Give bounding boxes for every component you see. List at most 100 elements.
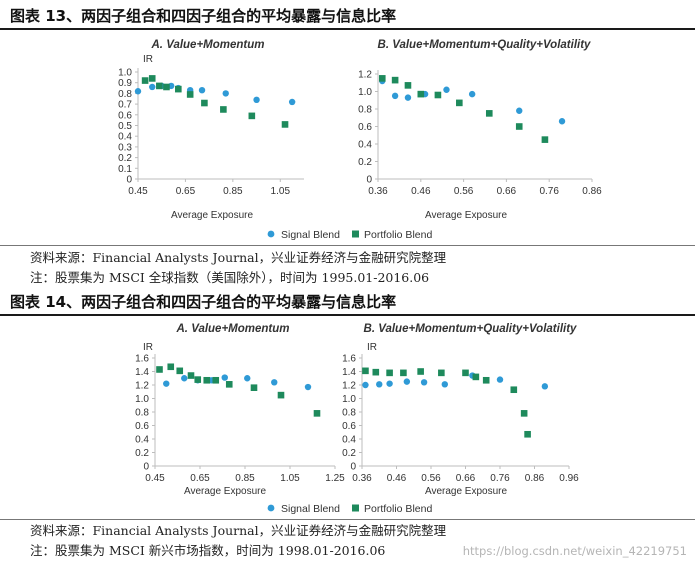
y-tick-label: 0.6 [342, 421, 356, 432]
portfolio-blend-point [510, 386, 518, 394]
x-axis-label: Average Exposure [425, 486, 508, 497]
y-tick-label: 1.4 [135, 367, 149, 378]
portfolio-blend-point [417, 368, 424, 375]
y-tick-label: 0 [366, 175, 372, 186]
portfolio-blend-point [281, 121, 289, 128]
legend-signal-marker [267, 504, 275, 512]
portfolio-blend-point [400, 369, 407, 377]
portfolio-blend-point [472, 373, 480, 381]
signal-blend-point [496, 376, 504, 383]
legend-signal-label: Signal Blend [281, 229, 340, 241]
signal-blend-point [222, 90, 229, 97]
x-tick-label: 0.86 [582, 186, 602, 197]
y-tick-label: 1.0 [118, 68, 132, 79]
portfolio-blend-point [277, 391, 285, 399]
signal-blend-point [271, 379, 278, 386]
x-axis-label: Average Exposure [171, 210, 254, 221]
signal-blend-point [420, 379, 428, 386]
x-tick-label: 0.45 [145, 473, 165, 484]
portfolio-blend-point [167, 363, 175, 371]
legend-fig14: Signal Blend Portfolio Blend [267, 503, 432, 515]
legend-signal-label: Signal Blend [281, 503, 340, 515]
signal-blend-point [376, 381, 383, 388]
signal-blend-point [468, 90, 476, 98]
y-tick-label: 1.0 [135, 394, 149, 405]
signal-blend-point [362, 381, 369, 389]
y-tick-label: 0.4 [358, 140, 372, 151]
chart-fig14-a: A. Value+Momentum IR Average Exposure 0 0.2 0… [135, 323, 345, 497]
signal-blend-point [221, 374, 228, 381]
figure-14-title: 图表 14、两因子组合和四因子组合的平均暴露与信息比率 [0, 290, 695, 316]
x-tick-label: 0.96 [559, 473, 579, 484]
x-tick-label: 0.36 [368, 186, 388, 197]
portfolio-blend-point [176, 367, 184, 375]
portfolio-blend-point [163, 83, 170, 91]
portfolio-blend-point [187, 372, 195, 379]
chart-title: A. Value+Momentum [151, 39, 265, 51]
signal-blend-point [404, 94, 412, 101]
separator-fig14 [0, 519, 695, 520]
y-tick-label: 0.4 [118, 132, 132, 143]
y-tick-label: 1.2 [135, 381, 149, 392]
portfolio-blend-point [313, 410, 321, 417]
y-tick-label: 0 [126, 175, 132, 186]
portfolio-blend-point [156, 82, 163, 90]
x-tick-label: 0.76 [490, 473, 510, 484]
portfolio-blend-point [462, 369, 469, 377]
y-tick-label: 1.4 [342, 367, 356, 378]
signal-blend-point [541, 383, 549, 390]
legend-portfolio-marker [352, 504, 359, 512]
chart-title: B. Value+Momentum+Quality+Volatility [378, 39, 592, 51]
y-tick-label: 0.1 [118, 164, 132, 175]
figure-14-source: 资料来源：Financial Analysts Journal，兴业证券经济与金… [30, 523, 447, 538]
y-axis-label: IR [143, 54, 153, 65]
signal-blend-point [304, 383, 312, 391]
legend-signal-marker [267, 230, 275, 238]
watermark-url: https://blog.csdn.net/weixin_42219751 [462, 544, 687, 558]
legend-portfolio-label: Portfolio Blend [364, 503, 432, 515]
y-axis-label: IR [143, 342, 153, 353]
x-tick-label: 0.36 [352, 473, 372, 484]
portfolio-blend-point [141, 77, 149, 84]
portfolio-blend-point [225, 381, 233, 388]
x-tick-label: 0.85 [235, 473, 255, 484]
portfolio-blend-point [391, 76, 399, 84]
portfolio-blend-point [203, 376, 211, 384]
y-tick-label: 0 [143, 462, 149, 473]
portfolio-blend-point [212, 376, 220, 384]
portfolio-blend-point [156, 366, 163, 373]
y-tick-label: 1.6 [342, 354, 356, 365]
signal-blend-point [288, 98, 296, 106]
figure-13-title: 图表 13、两因子组合和四因子组合的平均暴露与信息比率 [0, 4, 695, 30]
signal-blend-point [244, 375, 251, 382]
portfolio-blend-point [438, 369, 445, 377]
legend-portfolio-marker [352, 230, 359, 238]
y-tick-label: 0.6 [358, 122, 372, 133]
portfolio-blend-point [194, 376, 202, 383]
y-tick-label: 0.7 [118, 100, 132, 111]
portfolio-blend-point [248, 112, 256, 120]
y-tick-label: 0.3 [118, 142, 132, 153]
x-tick-label: 1.05 [271, 186, 291, 197]
portfolio-blend-point [250, 384, 258, 391]
y-tick-label: 1.2 [342, 381, 356, 392]
chart-title: A. Value+Momentum [176, 323, 290, 335]
signal-blend-point [181, 375, 188, 382]
signal-blend-point [386, 380, 393, 387]
signal-blend-point [558, 118, 566, 125]
portfolio-blend-point [520, 410, 528, 417]
portfolio-blend-point [515, 123, 523, 130]
portfolio-blend-point [220, 106, 227, 113]
portfolio-blend-point [541, 136, 549, 143]
y-tick-label: 0.8 [358, 105, 372, 116]
portfolio-blend-point [417, 90, 425, 98]
signal-blend-point [253, 96, 260, 104]
portfolio-blend-point [186, 91, 194, 98]
x-tick-label: 0.86 [525, 473, 545, 484]
x-tick-label: 0.45 [128, 186, 148, 197]
x-axis-label: Average Exposure [425, 210, 508, 221]
portfolio-blend-point [386, 369, 393, 377]
portfolio-blend-point [175, 85, 182, 93]
x-tick-label: 0.85 [223, 186, 243, 197]
